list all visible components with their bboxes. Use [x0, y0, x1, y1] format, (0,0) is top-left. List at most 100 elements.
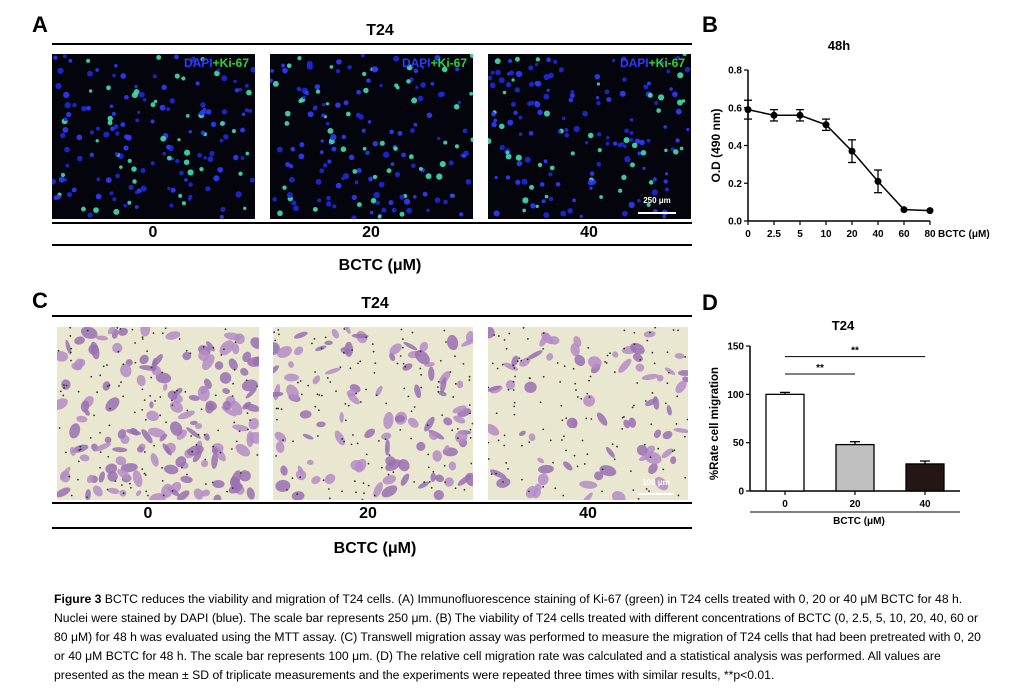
cell-nucleus: [522, 208, 527, 213]
membrane-pore: [644, 400, 647, 402]
cell-nucleus: [370, 197, 377, 204]
migrated-cell: [161, 483, 173, 498]
migrated-cell: [385, 456, 396, 467]
membrane-pore: [637, 497, 640, 500]
cell-nucleus: [221, 109, 228, 115]
membrane-pore: [355, 491, 357, 494]
cell-nucleus: [209, 150, 215, 157]
cell-nucleus: [95, 193, 102, 200]
membrane-pore: [329, 381, 332, 383]
membrane-pore: [469, 428, 472, 431]
membrane-pore: [542, 347, 545, 350]
migrated-cell: [107, 487, 120, 494]
migrated-cell: [294, 346, 304, 356]
membrane-pore: [162, 494, 165, 497]
cell-nucleus: [413, 68, 419, 74]
cell-nucleus: [107, 120, 113, 126]
migrated-cell: [241, 379, 258, 392]
migrated-cell: [364, 428, 376, 439]
migrated-cell: [146, 410, 159, 422]
viability-line-chart: 48h 0.0 0.2 0.4 0.6 0.8 0 2.5 5 10 20 40 60 80 BCTC (μ…: [709, 38, 990, 240]
membrane-pore: [673, 449, 676, 451]
membrane-pore: [613, 371, 616, 373]
x-tick-label: 20: [849, 499, 861, 510]
migrated-cell: [180, 475, 193, 483]
cell-nucleus: [543, 93, 550, 100]
conc-label-0: 0: [143, 505, 153, 522]
cell-nucleus: [58, 176, 65, 183]
membrane-pore: [560, 404, 563, 407]
migrated-cell: [316, 421, 326, 428]
panel-a-bottom-rule: [52, 222, 692, 224]
membrane-pore: [572, 367, 575, 370]
cell-nucleus: [285, 161, 291, 167]
membrane-pore: [407, 395, 410, 398]
cell-nucleus: [313, 105, 318, 110]
migrated-cell: [74, 336, 85, 345]
cell-nucleus: [582, 110, 588, 117]
cell-nucleus: [548, 196, 554, 202]
migrated-cell: [293, 331, 308, 339]
cell-nucleus: [422, 191, 428, 197]
migration-image-40: 100 μm: [488, 327, 688, 500]
membrane-pore: [581, 439, 584, 442]
migrated-cell: [204, 433, 210, 441]
membrane-pore: [150, 366, 153, 369]
cell-nucleus: [200, 102, 206, 108]
migrated-cell: [117, 429, 127, 439]
cell-nucleus: [403, 198, 411, 205]
membrane-pore: [490, 473, 493, 476]
panel-b-label: B: [702, 12, 718, 37]
migrated-cell: [60, 470, 71, 483]
migrated-cell: [656, 374, 664, 382]
membrane-pore: [350, 443, 353, 446]
migrated-cell: [430, 472, 436, 483]
membrane-pore: [99, 431, 101, 434]
membrane-pore: [413, 406, 416, 408]
membrane-pore: [93, 414, 95, 417]
cell-nucleus: [326, 195, 331, 201]
migrated-cell: [537, 464, 554, 474]
cell-nucleus: [529, 184, 535, 190]
migrated-cell: [182, 351, 192, 361]
cell-nucleus: [564, 127, 569, 133]
cell-nucleus: [109, 104, 114, 108]
migrated-cell: [675, 380, 687, 394]
migrated-cell: [324, 340, 333, 346]
cell-nucleus: [112, 73, 116, 78]
cell-nucleus: [291, 200, 297, 206]
membrane-pore: [226, 490, 228, 493]
cell-nucleus: [219, 138, 224, 143]
membrane-pore: [347, 404, 350, 407]
migrated-cell: [212, 479, 225, 489]
membrane-pore: [223, 348, 225, 351]
cell-nucleus: [673, 149, 679, 155]
migrated-cell: [334, 430, 345, 446]
cell-nucleus: [120, 73, 127, 79]
membrane-pore: [189, 352, 192, 355]
membrane-pore: [402, 362, 405, 365]
cell-nucleus: [528, 81, 535, 87]
ki67-image-40: DAPI+Ki-67 250 μm: [488, 54, 691, 219]
membrane-pore: [171, 404, 174, 407]
cell-nucleus: [345, 111, 351, 117]
membrane-pore: [587, 346, 590, 349]
migrated-cell: [488, 327, 495, 339]
membrane-pore: [666, 382, 669, 385]
migrated-cell: [670, 456, 677, 465]
membrane-pore: [159, 396, 162, 398]
migrated-cell: [112, 342, 123, 354]
cell-nucleus: [221, 75, 228, 82]
migrated-cell: [228, 483, 243, 494]
x-tick-label: 0: [745, 229, 751, 240]
x-tick-label: 80: [924, 229, 936, 240]
cell-nucleus: [454, 144, 460, 149]
cell-nucleus: [107, 115, 113, 122]
cell-nucleus: [371, 66, 378, 73]
membrane-pore: [632, 489, 635, 491]
cell-nucleus: [642, 166, 646, 171]
cell-nucleus: [681, 99, 686, 103]
membrane-pore: [576, 396, 579, 398]
caption-text: BCTC reduces the viability and migration…: [54, 592, 981, 682]
membrane-pore: [589, 375, 592, 378]
